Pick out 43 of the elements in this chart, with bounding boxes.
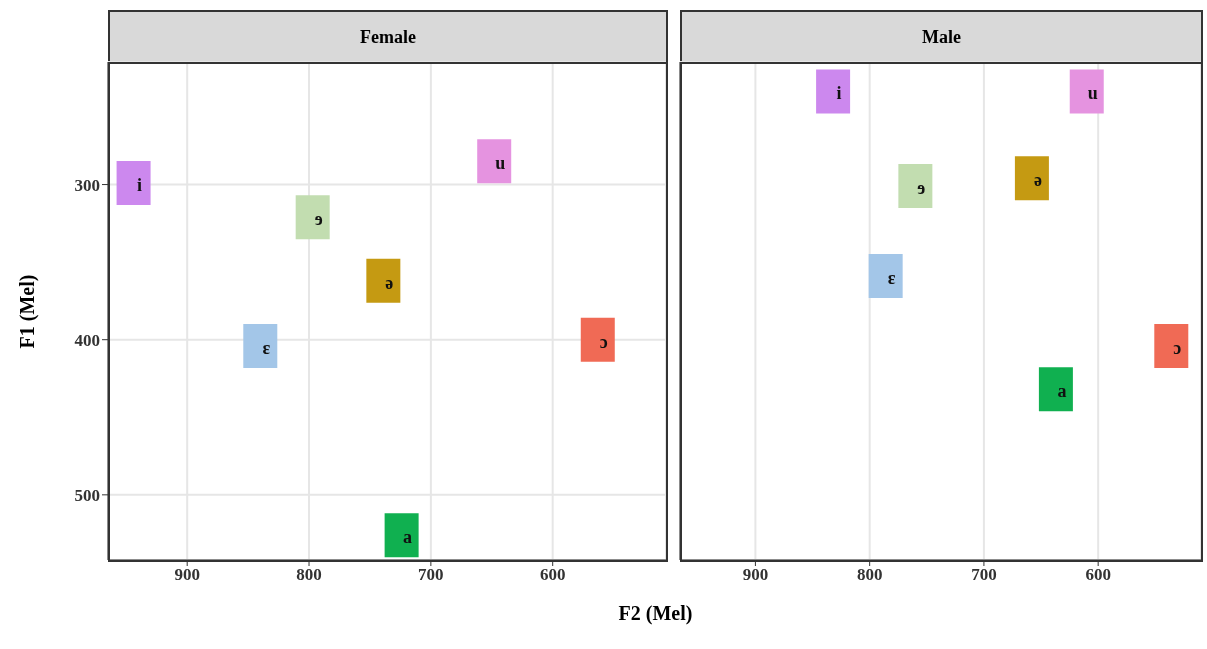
series-label: i xyxy=(137,175,143,196)
point xyxy=(366,258,401,303)
x-tick-label: 700 xyxy=(971,565,997,585)
series-label: a xyxy=(403,527,413,548)
y-axis-title: F1 (Mel) xyxy=(16,274,40,348)
series-label: u xyxy=(1087,83,1098,104)
series-label: ɘ xyxy=(314,209,323,230)
point xyxy=(477,139,512,184)
point xyxy=(868,254,903,299)
x-tick-label: 900 xyxy=(742,565,769,585)
y-tick-label: 300 xyxy=(74,175,100,195)
point xyxy=(295,195,330,240)
x-tick-label: 900 xyxy=(174,565,200,585)
point xyxy=(580,317,615,362)
series-label: ɔ xyxy=(1173,337,1182,358)
x-axis-title: F2 (Mel) xyxy=(617,602,694,625)
x-tick-label: 600 xyxy=(539,565,566,585)
series-label: ɛ xyxy=(887,268,896,289)
point xyxy=(816,69,851,114)
series-label: ɛ xyxy=(262,337,271,358)
point xyxy=(898,164,933,209)
series-label: i xyxy=(836,83,842,104)
series-label: a xyxy=(1057,381,1067,402)
y-tick-label: 500 xyxy=(74,485,100,505)
point xyxy=(116,161,151,206)
point xyxy=(1154,323,1189,368)
point xyxy=(384,513,419,558)
series-label: u xyxy=(495,153,506,174)
point xyxy=(1069,69,1104,114)
y-tick-label: 400 xyxy=(74,330,100,350)
x-tick-label: 700 xyxy=(418,565,444,585)
facet-strip: Male xyxy=(680,10,1203,64)
series-label: ɘ xyxy=(917,178,926,199)
facet-strip: Female xyxy=(108,10,668,64)
series-label: ə xyxy=(385,272,394,293)
x-tick-label: 600 xyxy=(1085,565,1111,585)
series-label: ə xyxy=(1033,170,1042,191)
x-tick-label: 800 xyxy=(296,565,322,585)
point xyxy=(1038,367,1073,412)
x-tick-label: 800 xyxy=(856,565,883,585)
point xyxy=(243,323,278,368)
point xyxy=(1014,156,1049,201)
series-label: ɔ xyxy=(599,331,608,352)
